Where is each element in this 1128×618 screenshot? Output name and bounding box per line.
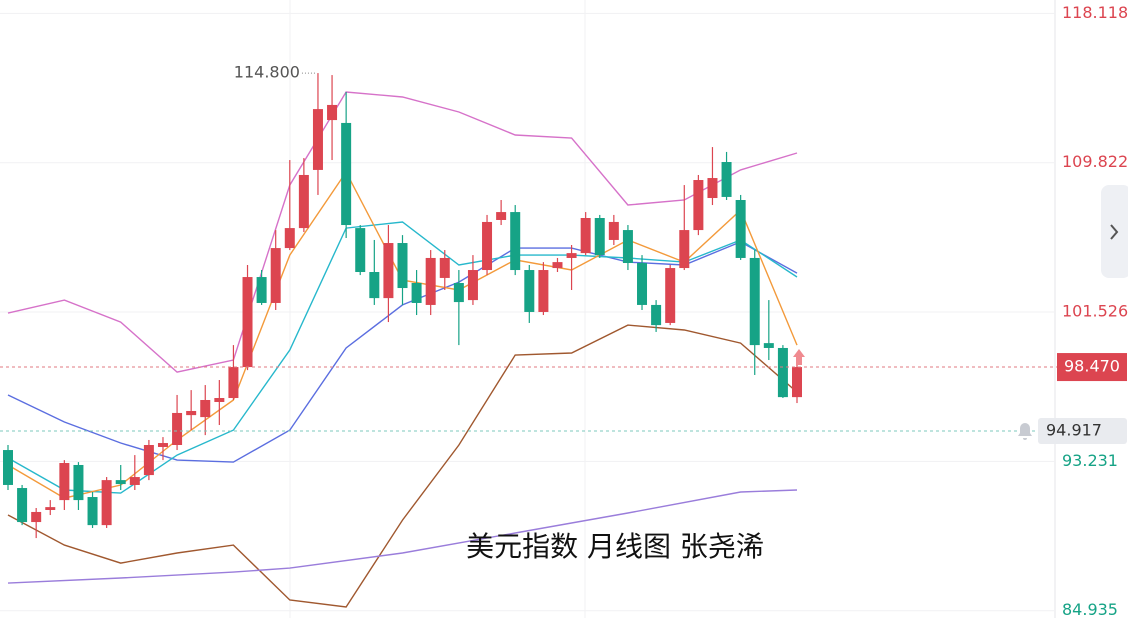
indicator-line [7,170,798,499]
candle-body [496,212,507,220]
candle-body [735,199,746,258]
candle-body [17,488,28,523]
tab-bg[interactable] [1101,185,1128,278]
candle-body [594,218,605,256]
candle-body [566,253,577,258]
candle-body [298,174,309,229]
candle-body [256,277,267,303]
candle-body [411,282,422,303]
y-tick-label: 84.935 [1062,600,1118,618]
candle-body [341,122,352,226]
candle-body [538,270,549,312]
candle-body [45,507,56,510]
candle-body [651,304,662,326]
candle-body [679,230,690,269]
indicator-line [7,91,798,373]
candle-body [31,511,42,523]
chevron[interactable] [1110,224,1119,240]
candle-body [721,162,732,197]
candle-body [186,410,197,416]
current-arrow [793,349,805,366]
candle-body [608,221,619,240]
alert-bell [1018,423,1032,441]
current-price-box [1057,353,1127,382]
candle-body [397,243,408,289]
candle-body [157,443,168,447]
candle-body [425,257,436,305]
candle-body [453,282,464,303]
candle-body [510,212,521,271]
candle-body [693,180,704,231]
y-tick-label: 118.118 [1062,3,1128,22]
candle-body [129,477,140,485]
candle-body [312,109,323,170]
candle-body [383,243,394,299]
candle-body [270,248,281,303]
candle-body [637,263,648,305]
candle-body [59,463,70,501]
candle-body [327,104,338,121]
candle-body [482,221,493,271]
candle-body [214,398,225,402]
side-tab[interactable] [1101,185,1128,278]
candle-body [228,367,239,399]
candle-body [524,270,535,312]
candle-body [284,228,295,249]
candle-body [73,464,84,501]
candle-body [172,412,183,446]
candle-body [439,257,450,278]
candle-body [777,347,788,398]
candle-body [792,367,802,398]
candle-body [87,497,98,526]
candle-body [665,268,676,323]
candle-body [369,272,380,299]
candle-body [580,218,591,254]
chart-title: 美元指数 月线图 张尧浠 [466,530,764,563]
candle-body [200,399,211,418]
candle-body [467,270,478,301]
candle-body [552,262,563,269]
candle-body [143,445,154,476]
candle-body [763,343,774,348]
max-label: 114.800 [234,63,300,82]
y-tick-label: 109.822 [1062,152,1128,171]
indicator-line [7,324,798,608]
y-tick-label: 101.526 [1062,302,1128,321]
candle-body [707,178,718,199]
alert-box [1038,418,1127,445]
candle-body [101,480,112,526]
alert-label: 94.917 [1046,421,1102,440]
candle-body [242,277,253,368]
candle-body [115,480,126,485]
indicator-line [7,489,798,584]
candle-body [3,450,13,485]
candle-body [622,230,633,264]
candle-body [749,257,760,346]
y-tick-label: 93.231 [1062,451,1118,470]
candle-body [355,228,366,273]
current-price-label: 98.470 [1064,357,1120,376]
